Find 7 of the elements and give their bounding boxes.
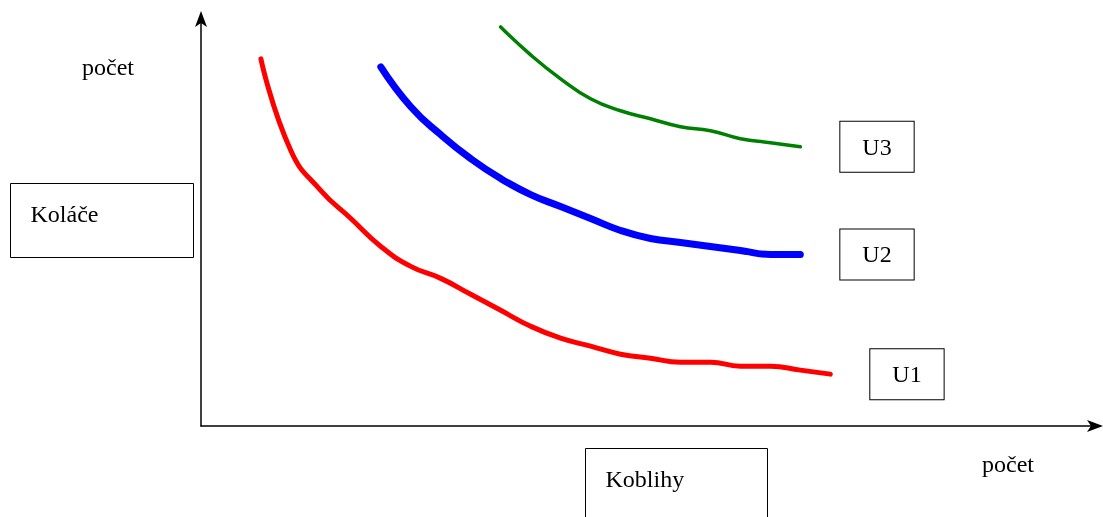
text: U3 xyxy=(862,133,892,160)
text: počet xyxy=(82,54,135,80)
text: U1 xyxy=(892,361,922,388)
x-axis-title: Koblihy xyxy=(605,465,685,492)
y-axis-title: Koláče xyxy=(30,200,99,227)
text: počet xyxy=(982,451,1035,477)
text: U2 xyxy=(862,241,892,268)
